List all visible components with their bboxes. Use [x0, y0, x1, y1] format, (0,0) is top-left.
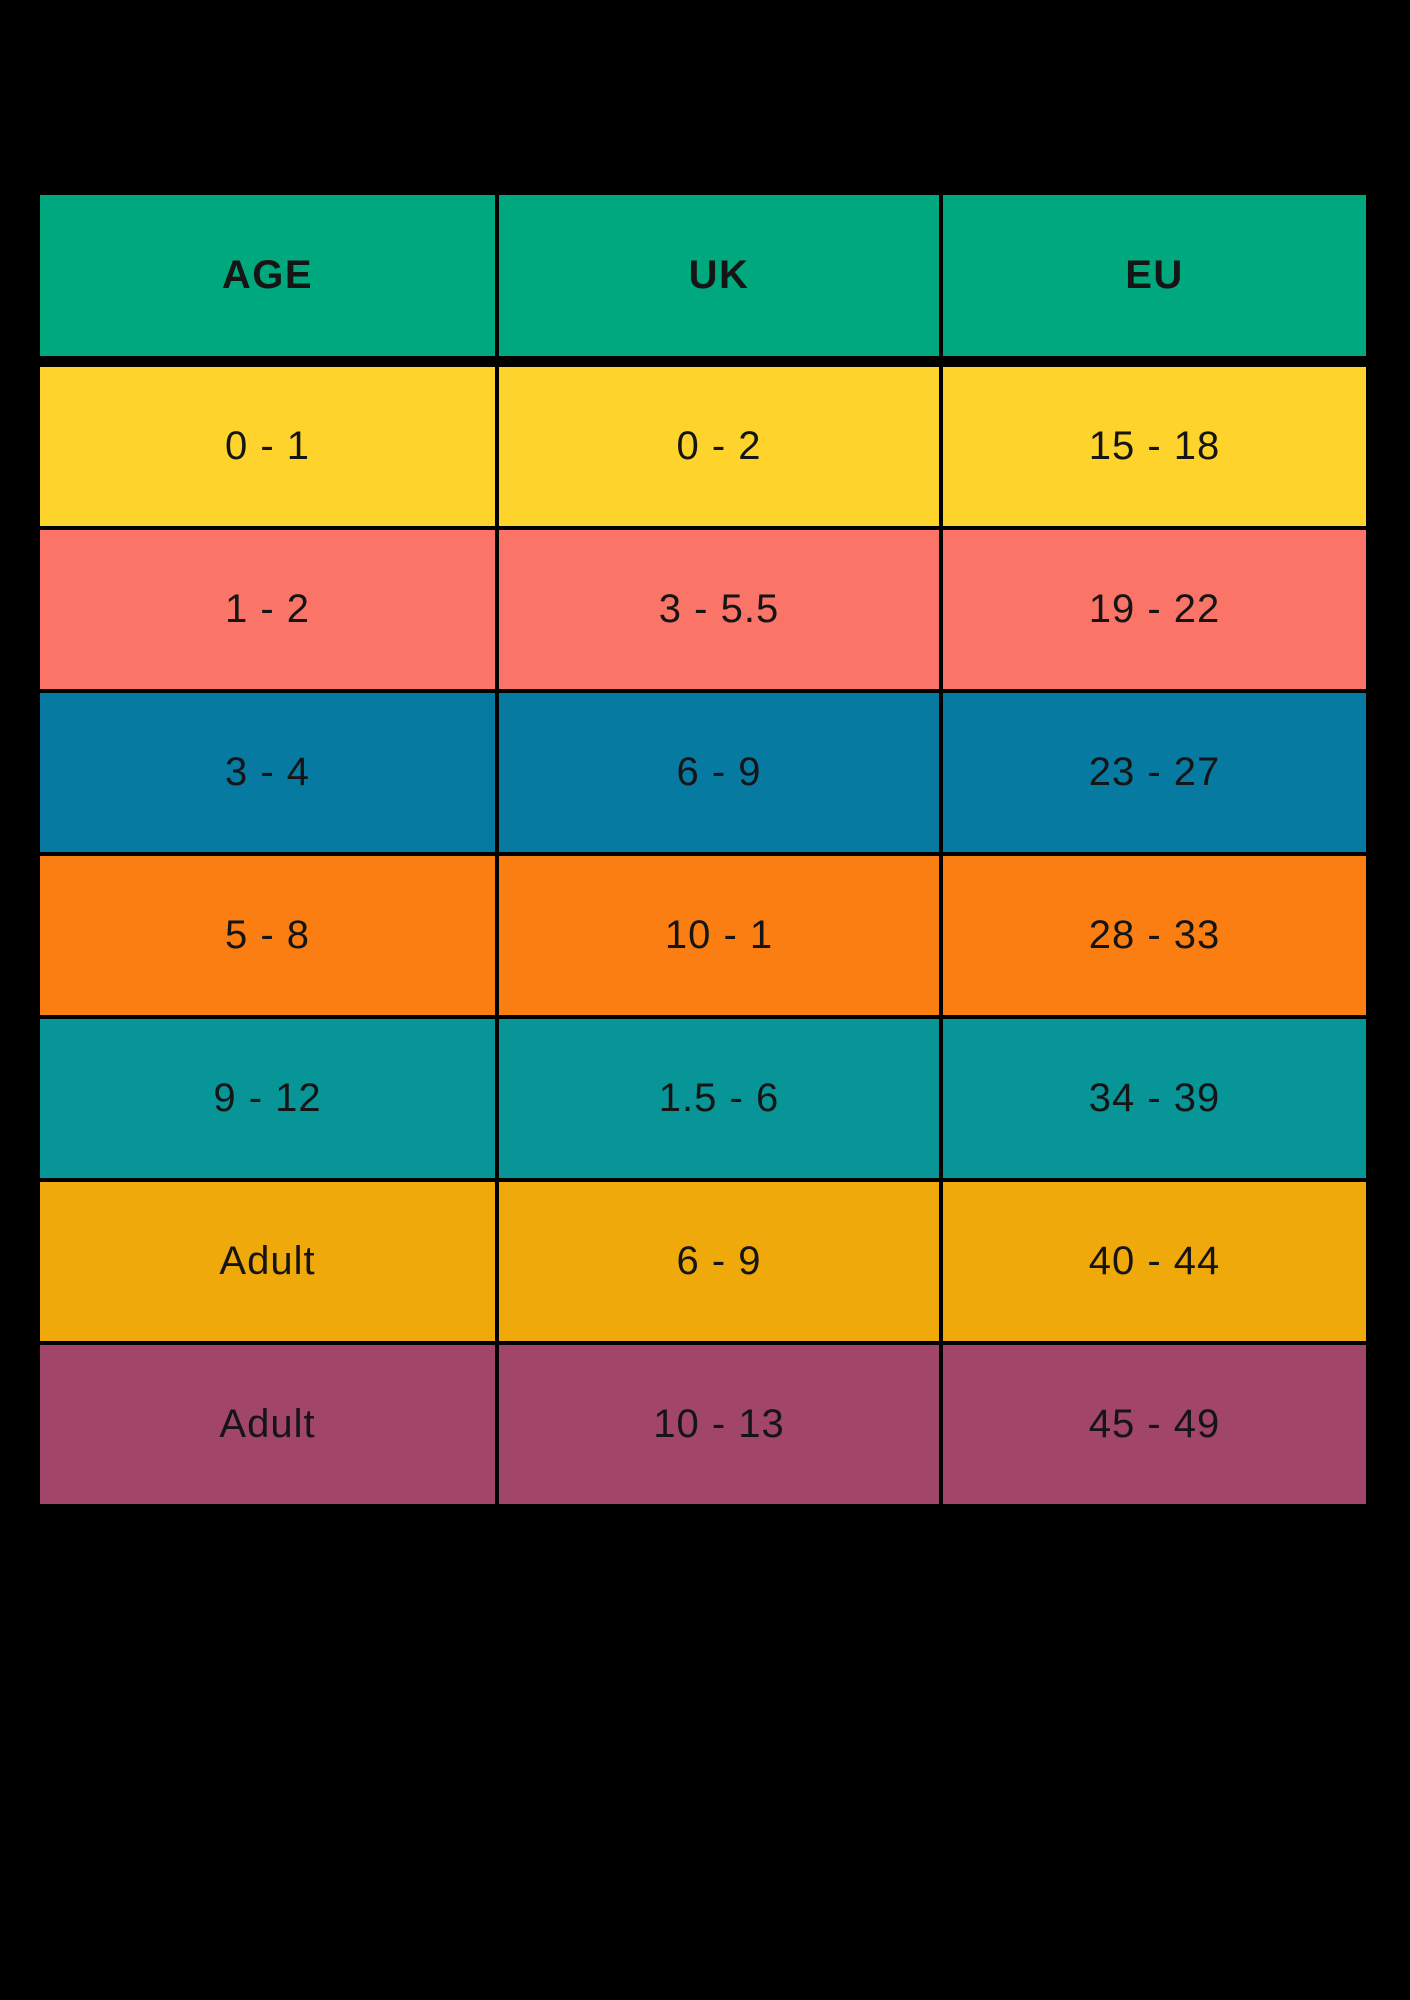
uk-cell: 0 - 2	[499, 367, 939, 526]
column-header-eu: EU	[943, 195, 1366, 356]
column-header-age: AGE	[40, 195, 495, 356]
eu-cell: 34 - 39	[943, 1019, 1366, 1178]
table-row: 1 - 2 3 - 5.5 19 - 22	[40, 530, 1366, 689]
age-cell: 1 - 2	[40, 530, 495, 689]
table-row: 9 - 12 1.5 - 6 34 - 39	[40, 1019, 1366, 1178]
eu-cell: 45 - 49	[943, 1345, 1366, 1504]
eu-cell: 19 - 22	[943, 530, 1366, 689]
age-cell: 3 - 4	[40, 693, 495, 852]
age-cell: Adult	[40, 1345, 495, 1504]
age-cell: Adult	[40, 1182, 495, 1341]
uk-cell: 3 - 5.5	[499, 530, 939, 689]
eu-cell: 23 - 27	[943, 693, 1366, 852]
uk-cell: 6 - 9	[499, 693, 939, 852]
table-row: Adult 10 - 13 45 - 49	[40, 1345, 1366, 1504]
table-row: 5 - 8 10 - 1 28 - 33	[40, 856, 1366, 1015]
eu-cell: 15 - 18	[943, 367, 1366, 526]
uk-cell: 10 - 1	[499, 856, 939, 1015]
table-header-row: AGE UK EU	[40, 195, 1366, 356]
eu-cell: 40 - 44	[943, 1182, 1366, 1341]
uk-cell: 6 - 9	[499, 1182, 939, 1341]
table-row: Adult 6 - 9 40 - 44	[40, 1182, 1366, 1341]
table-row: 0 - 1 0 - 2 15 - 18	[40, 367, 1366, 526]
age-cell: 9 - 12	[40, 1019, 495, 1178]
table-row: 3 - 4 6 - 9 23 - 27	[40, 693, 1366, 852]
age-cell: 5 - 8	[40, 856, 495, 1015]
uk-cell: 10 - 13	[499, 1345, 939, 1504]
age-cell: 0 - 1	[40, 367, 495, 526]
size-chart-table: AGE UK EU 0 - 1 0 - 2 15 - 18 1 - 2 3 - …	[40, 195, 1366, 1508]
eu-cell: 28 - 33	[943, 856, 1366, 1015]
column-header-uk: UK	[499, 195, 939, 356]
uk-cell: 1.5 - 6	[499, 1019, 939, 1178]
